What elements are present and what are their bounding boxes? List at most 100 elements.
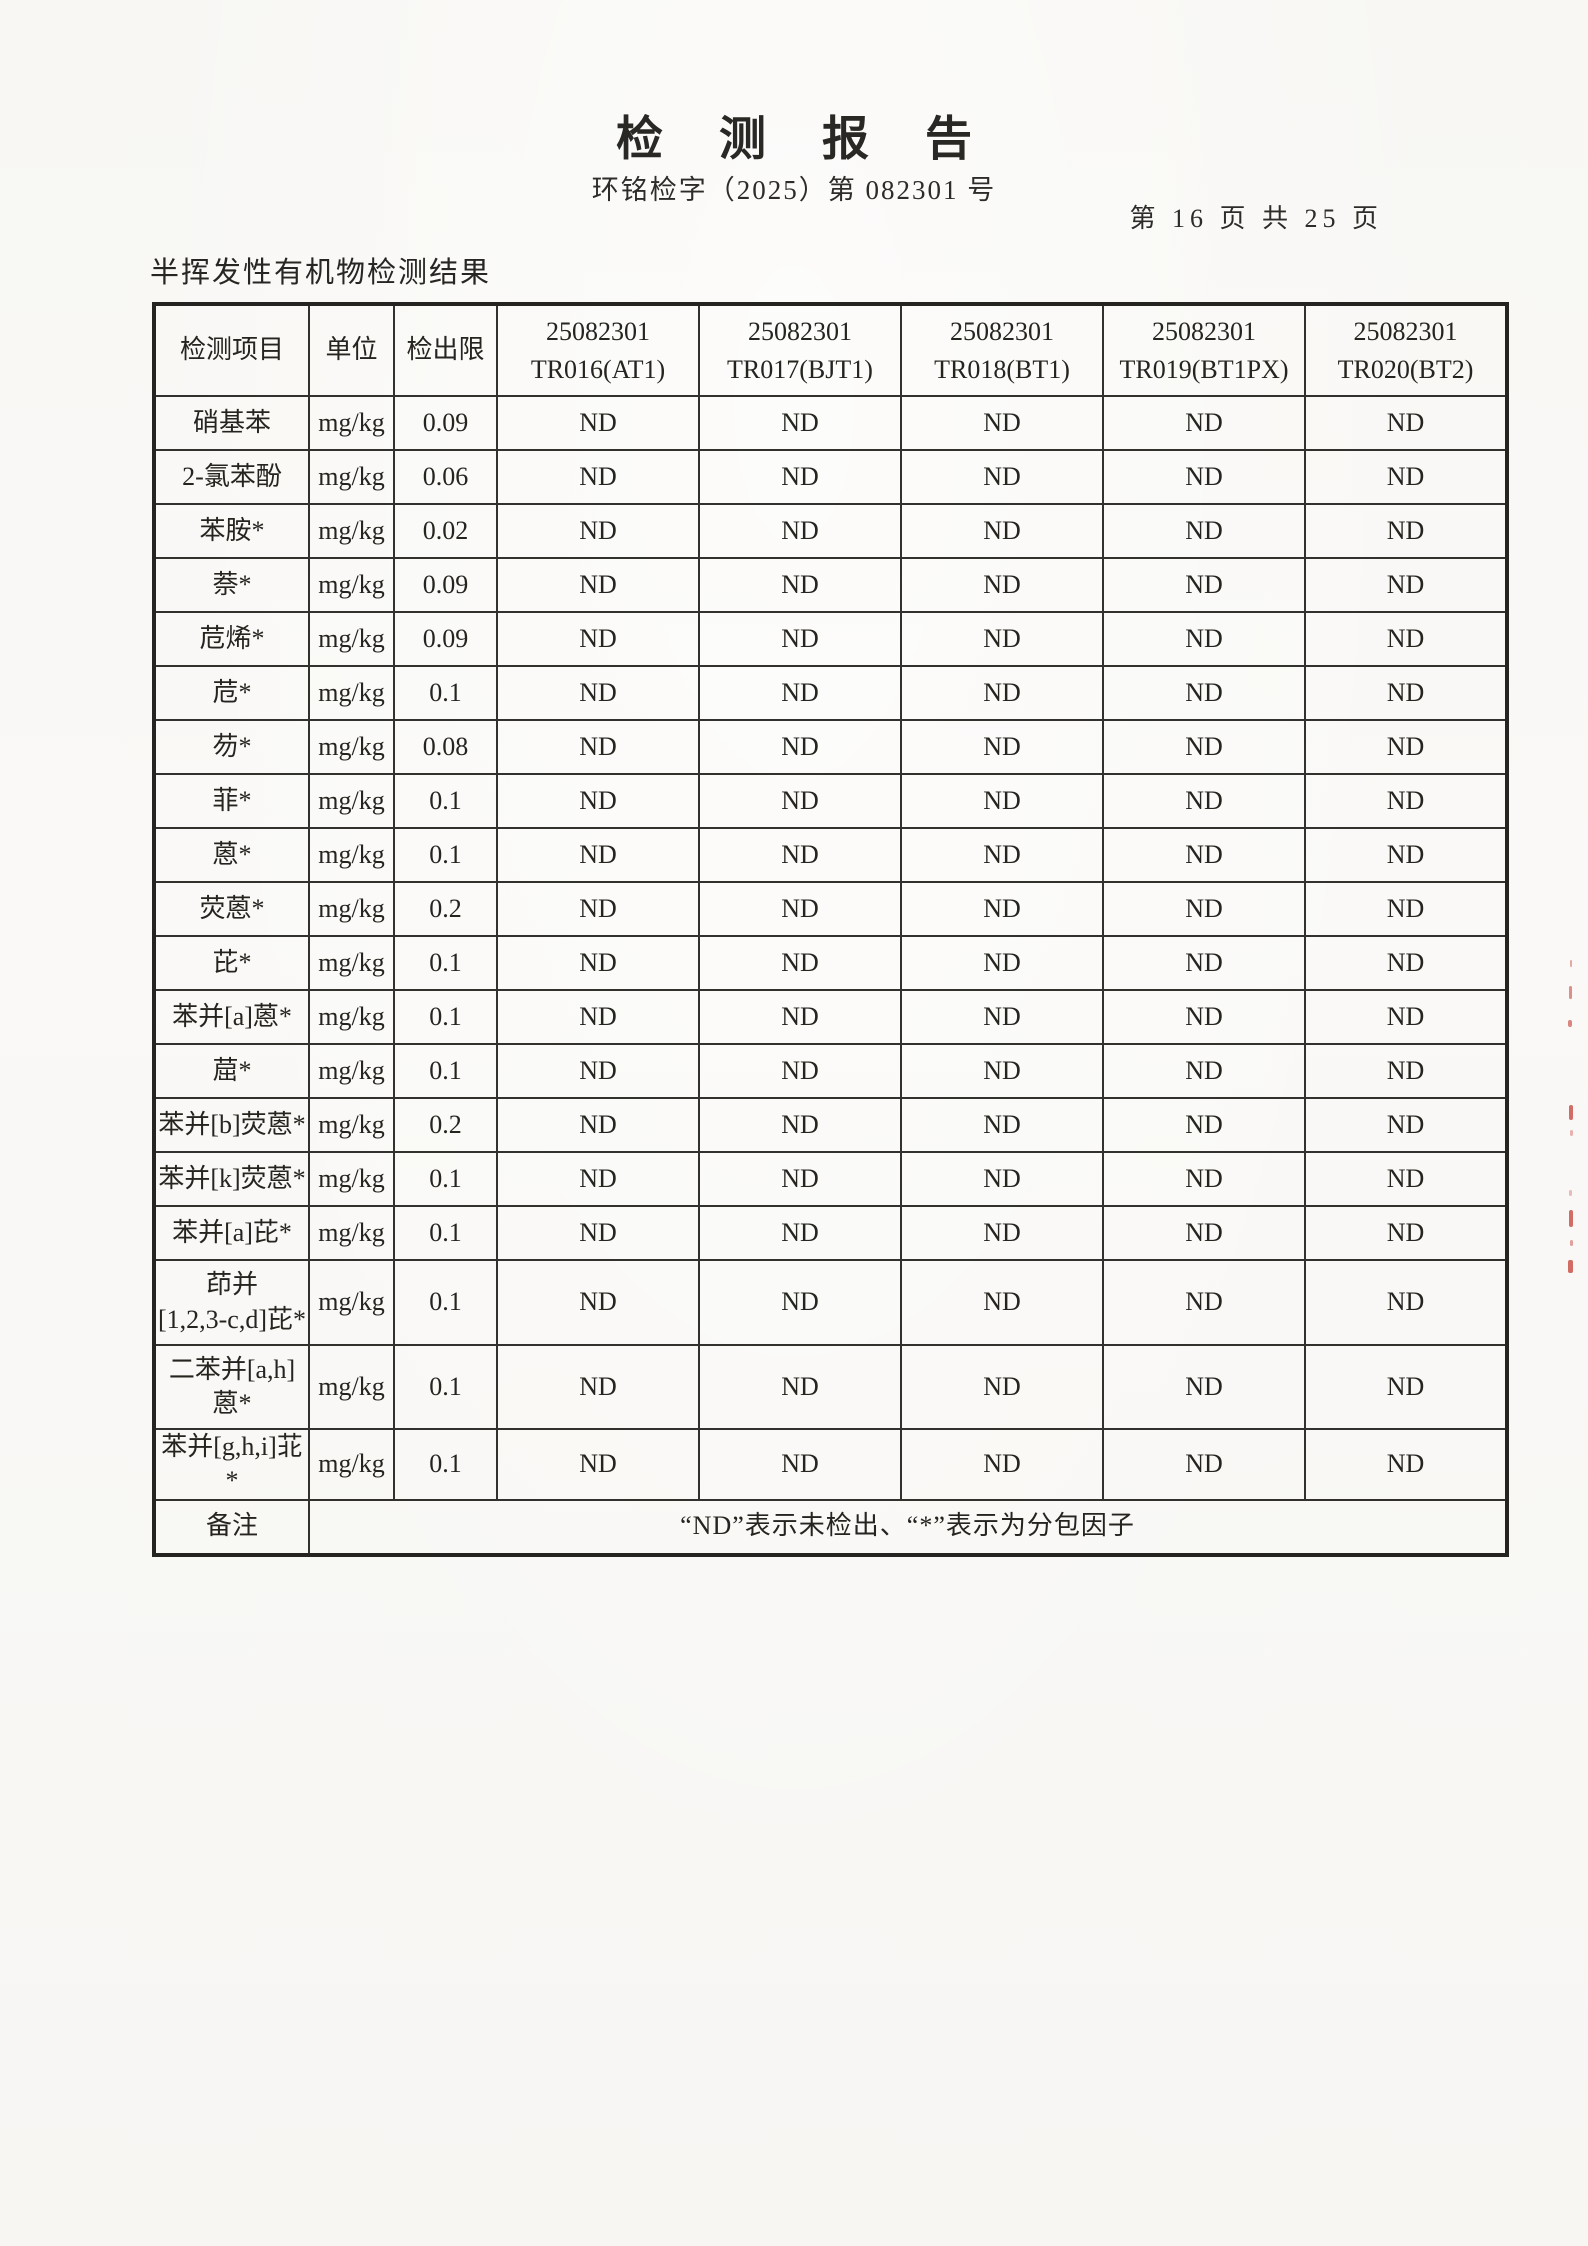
cell-value: ND [1304,719,1508,775]
cell-value: ND [496,1344,700,1430]
cell-value: ND [900,1428,1104,1501]
table-row: 苊烯* mg/kg 0.09 ND ND ND ND ND [153,611,1508,667]
cell-value: ND [1102,773,1306,829]
table-row: 苯胺* mg/kg 0.02 ND ND ND ND ND [153,503,1508,559]
cell-item: 苯并[a]芘* [153,1205,310,1261]
table-row: 芴* mg/kg 0.08 ND ND ND ND ND [153,719,1508,775]
cell-unit: mg/kg [308,989,395,1045]
cell-value: ND [1304,881,1508,937]
stamp-bleed-mark [1569,1190,1572,1196]
cell-value: ND [1304,665,1508,721]
cell-unit: mg/kg [308,881,395,937]
header-sample-1: 25082301 TR016(AT1) [496,303,700,397]
cell-value: ND [1304,1428,1508,1501]
cell-value: ND [900,665,1104,721]
cell-value: ND [1102,449,1306,505]
cell-value: ND [900,1097,1104,1153]
report-number: 环铭检字（2025）第 082301 号 [591,175,997,205]
cell-value: ND [1304,395,1508,451]
cell-detection-limit: 0.1 [393,1344,498,1430]
cell-value: ND [698,503,902,559]
cell-detection-limit: 0.08 [393,719,498,775]
cell-value: ND [1102,611,1306,667]
cell-value: ND [1304,503,1508,559]
cell-value: ND [496,665,700,721]
stamp-bleed-mark [1570,1130,1573,1136]
cell-value: ND [1304,1151,1508,1207]
cell-value: ND [1304,449,1508,505]
sample-id: TR018(BT1) [934,354,1070,384]
cell-unit: mg/kg [308,449,395,505]
table-row: 苯并[b]荧蒽* mg/kg 0.2 ND ND ND ND ND [153,1097,1508,1153]
cell-item: 苯并[a]蒽* [153,989,310,1045]
cell-value: ND [1102,665,1306,721]
cell-value: ND [1304,1205,1508,1261]
cell-value: ND [1304,1344,1508,1430]
cell-value: ND [496,557,700,613]
table-row: 硝基苯 mg/kg 0.09 ND ND ND ND ND [153,395,1508,451]
cell-detection-limit: 0.09 [393,395,498,451]
cell-value: ND [1102,881,1306,937]
cell-value: ND [900,449,1104,505]
cell-value: ND [1102,557,1306,613]
cell-unit: mg/kg [308,557,395,613]
cell-item: 蒽* [153,827,310,883]
cell-value: ND [496,935,700,991]
header-sample-3: 25082301 TR018(BT1) [900,303,1104,397]
cell-value: ND [496,719,700,775]
cell-value: ND [698,557,902,613]
cell-unit: mg/kg [308,1344,395,1430]
sample-id: TR017(BJT1) [727,354,873,384]
document-title-text: 检测报告 [616,114,1028,166]
cell-detection-limit: 0.2 [393,1097,498,1153]
cell-value: ND [496,827,700,883]
cell-item: 苯并[g,h,i]苝* [153,1428,310,1501]
cell-value: ND [496,1097,700,1153]
cell-value: ND [900,1151,1104,1207]
stamp-bleed-mark [1569,986,1572,999]
remark-label: 备注 [153,1498,310,1556]
cell-unit: mg/kg [308,1151,395,1207]
cell-item: 2-氯苯酚 [153,449,310,505]
cell-item: 䓛* [153,1043,310,1099]
cell-detection-limit: 0.1 [393,827,498,883]
cell-value: ND [698,1205,902,1261]
document-title: 检测报告 [0,100,1588,169]
section-title: 半挥发性有机物检测结果 [150,257,492,289]
cell-value: ND [1102,1428,1306,1501]
cell-value: ND [496,989,700,1045]
sample-id: TR020(BT2) [1337,354,1474,384]
header-limit: 检出限 [393,303,498,397]
cell-detection-limit: 0.06 [393,449,498,505]
cell-value: ND [900,1043,1104,1099]
cell-value: ND [900,557,1104,613]
table-row: 苯并[g,h,i]苝* mg/kg 0.1 ND ND ND ND ND [153,1428,1508,1501]
cell-detection-limit: 0.09 [393,611,498,667]
cell-item: 茚并 [1,2,3-c,d]芘* [153,1259,310,1346]
cell-value: ND [698,719,902,775]
cell-value: ND [698,1097,902,1153]
cell-value: ND [1304,773,1508,829]
cell-value: ND [698,449,902,505]
cell-value: ND [1102,1259,1306,1346]
cell-value: ND [1304,989,1508,1045]
cell-value: ND [1102,989,1306,1045]
table-row: 2-氯苯酚 mg/kg 0.06 ND ND ND ND ND [153,449,1508,505]
header-unit: 单位 [308,303,395,397]
remark-row: 备注 “ND”表示未检出、“*”表示为分包因子 [153,1498,1508,1556]
cell-item: 芘* [153,935,310,991]
cell-item: 苯并[b]荧蒽* [153,1097,310,1153]
cell-value: ND [900,503,1104,559]
cell-detection-limit: 0.1 [393,665,498,721]
stamp-bleed-mark [1570,1240,1573,1246]
cell-value: ND [1102,1151,1306,1207]
cell-value: ND [698,1344,902,1430]
stamp-bleed-mark [1568,1020,1572,1027]
cell-value: ND [1304,827,1508,883]
cell-unit: mg/kg [308,1259,395,1346]
cell-value: ND [900,773,1104,829]
table-row: 萘* mg/kg 0.09 ND ND ND ND ND [153,557,1508,613]
table-row: 蒽* mg/kg 0.1 ND ND ND ND ND [153,827,1508,883]
cell-unit: mg/kg [308,503,395,559]
